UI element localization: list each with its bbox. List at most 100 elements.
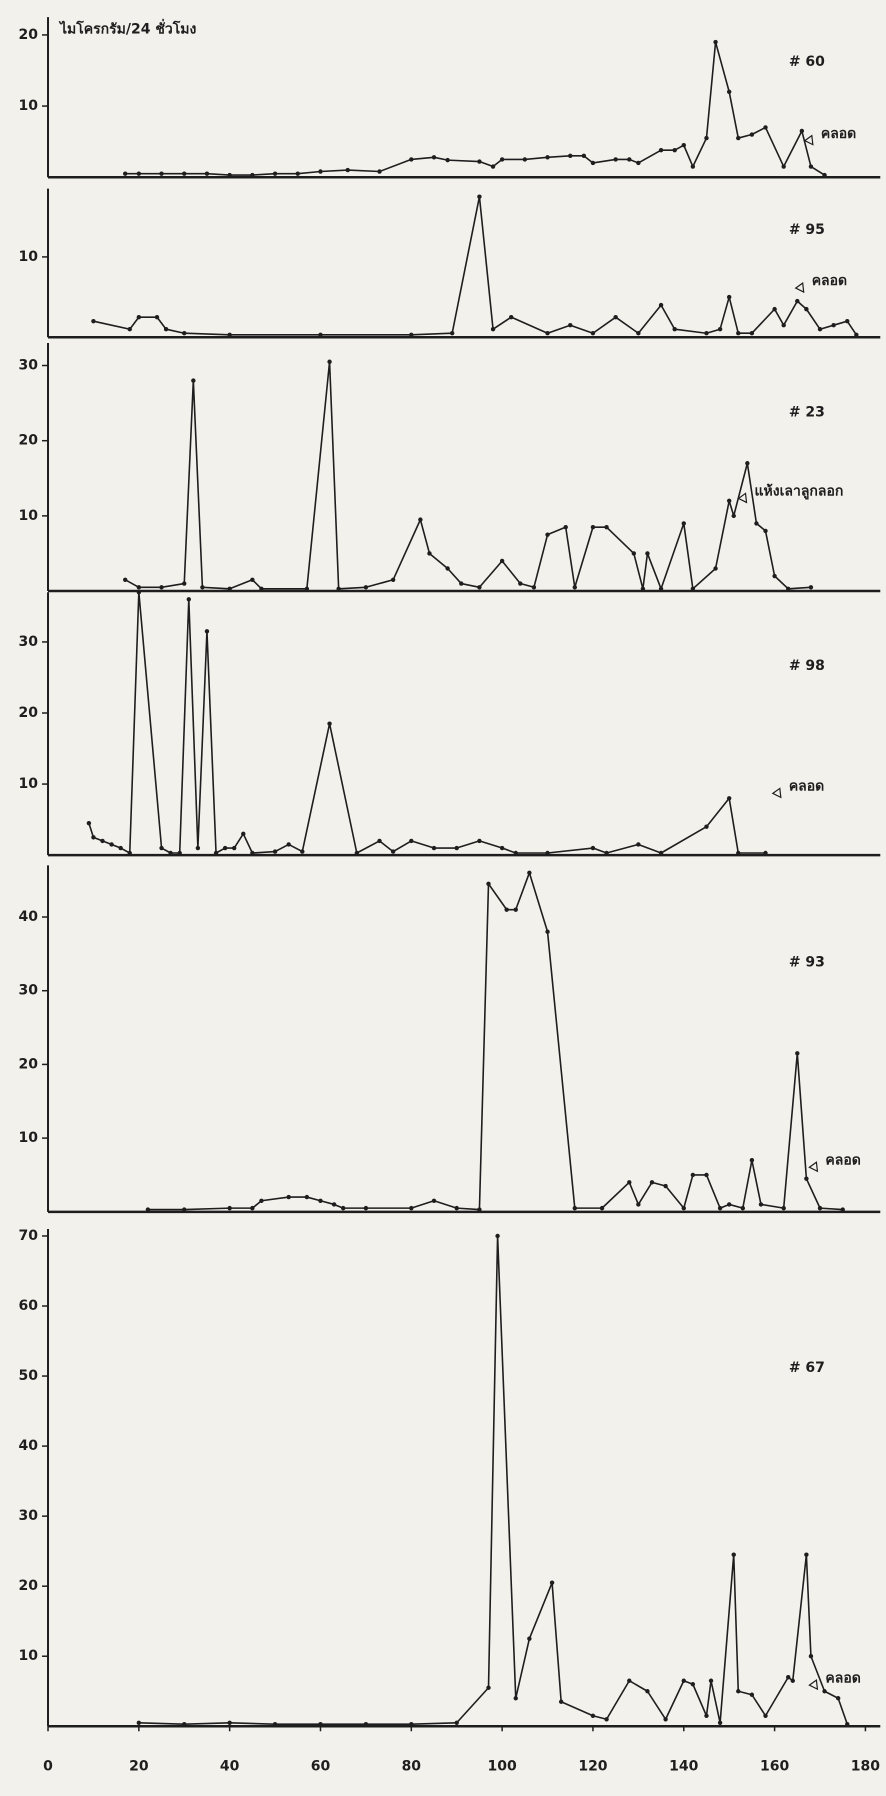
data-point	[672, 148, 676, 152]
y-tick-label: 10	[19, 776, 39, 792]
data-point	[591, 846, 595, 850]
data-point	[432, 1199, 436, 1203]
series-label: # 23	[789, 404, 825, 420]
y-tick-label: 20	[19, 1578, 39, 1594]
data-point	[205, 171, 209, 175]
y-tick-label: 10	[19, 249, 39, 265]
x-tick-label: 100	[488, 1758, 517, 1774]
data-point	[305, 1195, 309, 1199]
data-point	[741, 1206, 745, 1210]
data-point	[318, 1722, 322, 1726]
data-point	[227, 1721, 231, 1725]
data-point	[763, 851, 767, 855]
data-point	[286, 1195, 290, 1199]
data-line	[139, 1236, 847, 1724]
data-point	[123, 578, 127, 582]
data-point	[137, 585, 141, 589]
data-point	[591, 331, 595, 335]
data-point	[727, 796, 731, 800]
data-point	[682, 521, 686, 525]
data-point	[763, 529, 767, 533]
data-point	[659, 303, 663, 307]
y-tick-label: 60	[19, 1298, 39, 1314]
data-point	[704, 331, 708, 335]
data-point	[841, 1207, 845, 1211]
data-point	[682, 143, 686, 147]
y-tick-label: 20	[19, 1056, 39, 1072]
chart: 1020ไมโครกรัม/24 ชั่วโมง# 60คลอด10# 95คล…	[0, 0, 886, 1796]
y-tick-label: 10	[19, 1130, 39, 1146]
y-tick-label: 30	[19, 358, 39, 374]
data-point	[600, 1206, 604, 1210]
data-point	[732, 1552, 736, 1556]
data-point	[137, 315, 141, 319]
data-point	[645, 551, 649, 555]
data-point	[491, 164, 495, 168]
data-point	[364, 585, 368, 589]
data-point	[118, 846, 122, 850]
data-point	[486, 882, 490, 886]
data-point	[273, 849, 277, 853]
data-point	[691, 1173, 695, 1177]
annotation-arrow	[796, 283, 804, 292]
y-tick-label: 10	[19, 98, 39, 114]
data-point	[613, 157, 617, 161]
data-point	[445, 566, 449, 570]
series-label: # 95	[789, 222, 825, 238]
data-point	[545, 155, 549, 159]
data-point	[532, 585, 536, 589]
data-point	[809, 1654, 813, 1658]
data-point	[227, 173, 231, 177]
data-point	[491, 327, 495, 331]
y-tick-label: 30	[19, 1508, 39, 1524]
data-point	[504, 907, 508, 911]
data-point	[545, 851, 549, 855]
data-point	[318, 333, 322, 337]
data-point	[636, 331, 640, 335]
annotation: คลอด	[825, 1670, 860, 1686]
data-point	[750, 132, 754, 136]
data-point	[364, 1206, 368, 1210]
data-point	[822, 173, 826, 177]
data-point	[409, 1206, 413, 1210]
data-point	[663, 1184, 667, 1188]
data-point	[241, 832, 245, 836]
data-point	[604, 1717, 608, 1721]
data-point	[650, 1180, 654, 1184]
data-point	[336, 587, 340, 591]
data-point	[736, 1689, 740, 1693]
data-point	[159, 846, 163, 850]
data-point	[750, 331, 754, 335]
x-tick-label: 20	[129, 1758, 149, 1774]
data-point	[91, 835, 95, 839]
data-point	[409, 1722, 413, 1726]
data-point	[591, 1714, 595, 1718]
data-point	[604, 851, 608, 855]
data-point	[500, 559, 504, 563]
y-tick-label: 20	[19, 27, 39, 43]
data-point	[196, 846, 200, 850]
data-point	[750, 1158, 754, 1162]
x-tick-label: 0	[43, 1758, 53, 1774]
data-point	[223, 846, 227, 850]
data-point	[409, 157, 413, 161]
data-point	[818, 327, 822, 331]
data-point	[259, 587, 263, 591]
data-point	[727, 499, 731, 503]
x-tick-label: 80	[402, 1758, 422, 1774]
data-point	[545, 930, 549, 934]
data-point	[445, 158, 449, 162]
data-point	[305, 587, 309, 591]
data-point	[377, 169, 381, 173]
data-point	[355, 851, 359, 855]
data-point	[259, 1199, 263, 1203]
data-line	[125, 42, 824, 175]
data-line	[93, 197, 856, 335]
data-point	[109, 842, 113, 846]
annotation: คลอด	[789, 779, 824, 795]
data-point	[732, 514, 736, 518]
data-point	[831, 323, 835, 327]
data-point	[518, 581, 522, 585]
data-point	[786, 1675, 790, 1679]
data-point	[809, 164, 813, 168]
